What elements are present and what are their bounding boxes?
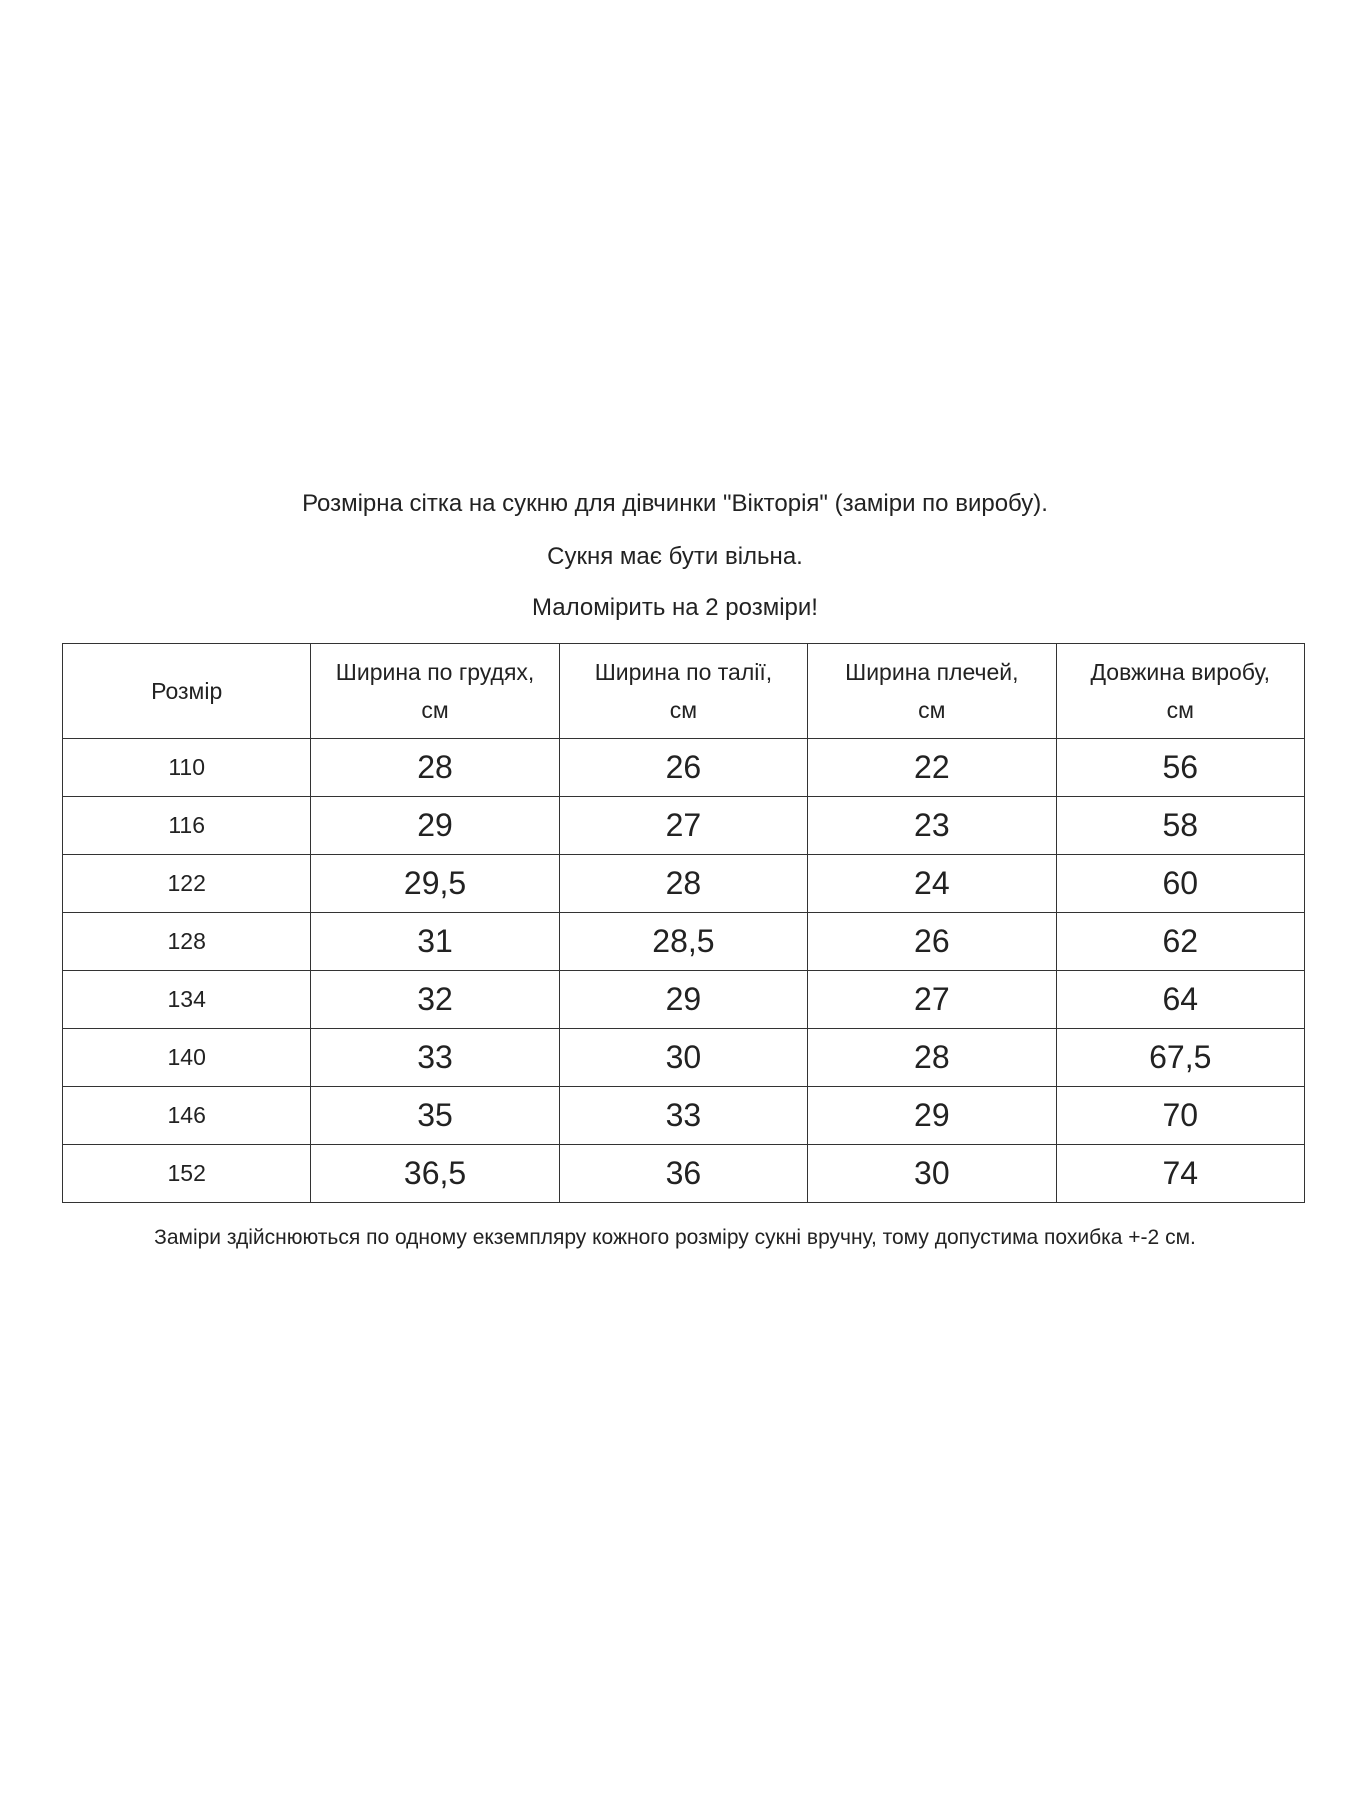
cell-length: 58 bbox=[1055, 796, 1306, 855]
column-header-unit: см bbox=[918, 697, 946, 723]
table-header-row: Розмір Ширина по грудях, см Ширина по талії… bbox=[61, 643, 1306, 739]
cell-chest-width: 33 bbox=[310, 1028, 560, 1087]
column-header-unit: см bbox=[669, 697, 698, 723]
fit-note: Сукня має бути вільна. bbox=[547, 543, 803, 570]
cell-size: 134 bbox=[61, 970, 312, 1029]
cell-shoulder-width: 24 bbox=[807, 854, 1057, 913]
cell-size: 146 bbox=[61, 1086, 312, 1145]
table-row: 152 36,5 36 30 74 bbox=[61, 1144, 1306, 1203]
column-header-unit: см bbox=[421, 697, 449, 723]
cell-chest-width: 31 bbox=[310, 912, 560, 971]
column-header-label: Довжина виробу, bbox=[1090, 659, 1271, 685]
cell-length: 60 bbox=[1055, 854, 1306, 913]
cell-size: 122 bbox=[61, 854, 312, 913]
table-row: 122 29,5 28 24 60 bbox=[61, 854, 1306, 913]
cell-chest-width: 36,5 bbox=[310, 1144, 560, 1203]
table-row: 140 33 30 28 67,5 bbox=[61, 1028, 1306, 1087]
column-header-waist-width: Ширина по талії, см bbox=[558, 643, 809, 739]
cell-length: 62 bbox=[1055, 912, 1306, 971]
cell-size: 128 bbox=[61, 912, 312, 971]
cell-length: 64 bbox=[1055, 970, 1306, 1029]
cell-waist-width: 29 bbox=[558, 970, 809, 1029]
cell-waist-width: 36 bbox=[558, 1144, 809, 1203]
cell-length: 74 bbox=[1055, 1144, 1306, 1203]
column-header-label: Ширина по талії, bbox=[594, 659, 773, 685]
size-chart-table: Розмір Ширина по грудях, см Ширина по талії… bbox=[61, 643, 1306, 1203]
cell-waist-width: 28 bbox=[558, 854, 809, 913]
cell-shoulder-width: 22 bbox=[807, 738, 1057, 797]
column-header-label: Ширина по грудях, bbox=[335, 659, 535, 685]
cell-shoulder-width: 27 bbox=[807, 970, 1057, 1029]
cell-shoulder-width: 23 bbox=[807, 796, 1057, 855]
table-row: 134 32 29 27 64 bbox=[61, 970, 1306, 1029]
cell-size: 116 bbox=[61, 796, 312, 855]
table-row: 116 29 27 23 58 bbox=[61, 796, 1306, 855]
column-header-chest-width: Ширина по грудях, см bbox=[310, 643, 560, 739]
table-row: 110 28 26 22 56 bbox=[61, 738, 1306, 797]
cell-length: 56 bbox=[1055, 738, 1306, 797]
column-header-label: Ширина плечей, bbox=[845, 659, 1019, 685]
column-header-shoulder-width: Ширина плечей, см bbox=[807, 643, 1057, 739]
cell-waist-width: 26 bbox=[558, 738, 809, 797]
cell-length: 70 bbox=[1055, 1086, 1306, 1145]
cell-chest-width: 29,5 bbox=[310, 854, 560, 913]
cell-size: 110 bbox=[61, 738, 312, 797]
cell-length: 67,5 bbox=[1055, 1028, 1306, 1087]
cell-chest-width: 32 bbox=[310, 970, 560, 1029]
column-header-size: Розмір bbox=[61, 643, 312, 739]
page-title: Розмірна сітка на сукню для дівчинки "Ві… bbox=[302, 490, 1048, 517]
cell-waist-width: 30 bbox=[558, 1028, 809, 1087]
cell-shoulder-width: 26 bbox=[807, 912, 1057, 971]
cell-size: 152 bbox=[61, 1144, 312, 1203]
cell-chest-width: 35 bbox=[310, 1086, 560, 1145]
cell-size: 140 bbox=[61, 1028, 312, 1087]
table-row: 128 31 28,5 26 62 bbox=[61, 912, 1306, 971]
measurement-disclaimer: Заміри здійснюються по одному екземпляру… bbox=[154, 1226, 1196, 1249]
cell-waist-width: 28,5 bbox=[558, 912, 809, 971]
cell-shoulder-width: 30 bbox=[807, 1144, 1057, 1203]
cell-shoulder-width: 28 bbox=[807, 1028, 1057, 1087]
cell-waist-width: 33 bbox=[558, 1086, 809, 1145]
size-warning: Маломірить на 2 розміри! bbox=[532, 594, 818, 621]
cell-chest-width: 29 bbox=[310, 796, 560, 855]
column-header-label: Розмір bbox=[151, 678, 223, 704]
table-row: 146 35 33 29 70 bbox=[61, 1086, 1306, 1145]
cell-shoulder-width: 29 bbox=[807, 1086, 1057, 1145]
column-header-unit: см bbox=[1166, 697, 1194, 723]
column-header-length: Довжина виробу, см bbox=[1055, 643, 1306, 739]
cell-waist-width: 27 bbox=[558, 796, 809, 855]
cell-chest-width: 28 bbox=[310, 738, 560, 797]
